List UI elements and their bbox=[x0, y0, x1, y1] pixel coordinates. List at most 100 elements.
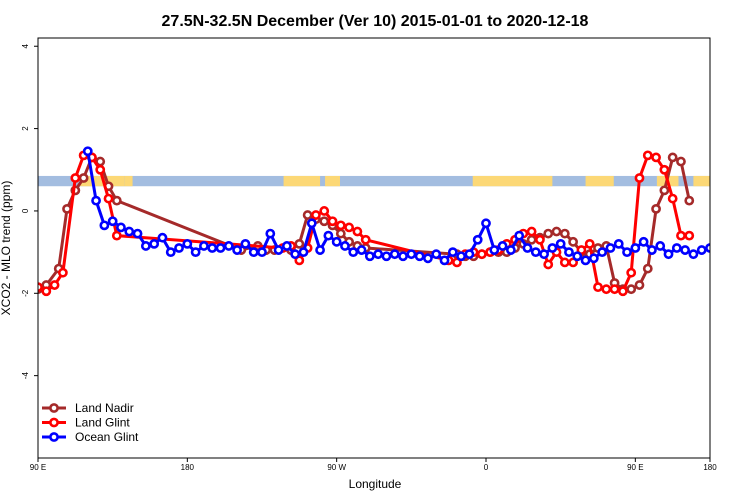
data-point bbox=[601, 284, 612, 295]
data-point bbox=[659, 185, 670, 196]
data-point bbox=[95, 164, 106, 175]
data-point bbox=[555, 238, 566, 249]
data-point bbox=[107, 216, 118, 227]
data-point bbox=[667, 193, 678, 204]
data-point bbox=[651, 203, 661, 214]
data-point bbox=[140, 241, 151, 251]
data-point bbox=[472, 234, 483, 245]
data-point bbox=[464, 249, 475, 260]
legend-item: Land Nadir bbox=[42, 401, 134, 415]
legend-item: Land Glint bbox=[42, 416, 130, 430]
data-point bbox=[207, 243, 218, 253]
data-point bbox=[190, 247, 201, 258]
data-point bbox=[49, 280, 60, 290]
data-point bbox=[526, 226, 537, 237]
data-point bbox=[348, 247, 359, 258]
data-point bbox=[327, 216, 338, 227]
data-point bbox=[182, 238, 193, 249]
data-point bbox=[642, 150, 653, 161]
y-tick-label: 2 bbox=[21, 126, 30, 131]
data-point bbox=[398, 251, 408, 262]
data-point bbox=[82, 146, 93, 157]
ocean-band bbox=[38, 175, 710, 187]
land-band-segment bbox=[283, 175, 321, 187]
data-point bbox=[543, 259, 554, 270]
legend-marker bbox=[49, 432, 59, 442]
data-point bbox=[456, 251, 467, 262]
plot-frame bbox=[37, 37, 711, 459]
data-point bbox=[584, 238, 595, 249]
data-point bbox=[41, 286, 52, 297]
data-point bbox=[622, 247, 632, 258]
data-point bbox=[597, 247, 608, 258]
data-point bbox=[91, 195, 101, 206]
data-point bbox=[617, 286, 628, 297]
data-point bbox=[149, 238, 160, 249]
data-point bbox=[559, 257, 570, 268]
data-point bbox=[559, 228, 570, 239]
data-point bbox=[514, 230, 525, 241]
y-tick-label: 4 bbox=[21, 43, 30, 48]
data-point bbox=[78, 173, 89, 183]
data-point bbox=[696, 245, 707, 255]
data-point bbox=[647, 245, 657, 255]
data-point bbox=[381, 251, 392, 262]
chart-title: 27.5N-32.5N December (Ver 10) 2015-01-01… bbox=[162, 13, 589, 30]
x-tick-label: 90 E bbox=[627, 463, 643, 472]
data-point bbox=[659, 164, 670, 175]
data-point bbox=[103, 193, 114, 204]
data-point bbox=[605, 243, 616, 253]
legend-label: Land Glint bbox=[75, 416, 130, 430]
data-point bbox=[315, 245, 325, 255]
data-point bbox=[572, 251, 583, 262]
data-point bbox=[642, 263, 653, 274]
data-point bbox=[489, 245, 500, 255]
series-ocean-glint bbox=[82, 146, 710, 266]
land-band-segment bbox=[325, 175, 340, 187]
data-point bbox=[174, 243, 184, 253]
data-point bbox=[676, 230, 686, 241]
data-point bbox=[340, 241, 350, 251]
data-point bbox=[111, 195, 122, 206]
data-point bbox=[431, 249, 442, 260]
legend-item: Ocean Glint bbox=[42, 430, 139, 444]
data-point bbox=[634, 173, 645, 183]
x-tick-label: 0 bbox=[484, 463, 489, 472]
data-point bbox=[352, 226, 363, 237]
data-point bbox=[70, 173, 81, 183]
data-point bbox=[232, 245, 243, 255]
data-point bbox=[530, 247, 541, 258]
land-band-segment bbox=[107, 175, 125, 187]
data-point bbox=[373, 249, 384, 260]
x-tick-label: 90 E bbox=[30, 463, 46, 472]
data-point bbox=[447, 247, 458, 258]
data-point bbox=[580, 255, 591, 266]
data-point bbox=[344, 222, 355, 233]
data-point bbox=[688, 249, 699, 260]
data-point bbox=[568, 236, 579, 247]
land-band-segment bbox=[693, 175, 710, 187]
x-tick-label: 180 bbox=[703, 463, 717, 472]
data-point bbox=[634, 280, 645, 290]
data-point bbox=[406, 249, 417, 260]
data-point bbox=[663, 249, 674, 260]
data-point bbox=[116, 222, 126, 233]
series-line bbox=[38, 153, 690, 293]
data-point bbox=[626, 284, 637, 295]
data-point bbox=[335, 228, 346, 239]
data-point bbox=[335, 220, 346, 231]
data-point bbox=[535, 234, 545, 245]
data-point bbox=[302, 210, 313, 220]
data-point bbox=[132, 228, 143, 239]
data-point bbox=[273, 245, 284, 255]
land-band-segment bbox=[472, 175, 553, 187]
data-point bbox=[290, 249, 301, 260]
data-point bbox=[215, 243, 226, 253]
data-point bbox=[111, 230, 122, 241]
data-point bbox=[311, 210, 321, 220]
series-layer bbox=[38, 146, 710, 297]
data-point bbox=[588, 253, 599, 264]
data-point bbox=[476, 249, 487, 260]
